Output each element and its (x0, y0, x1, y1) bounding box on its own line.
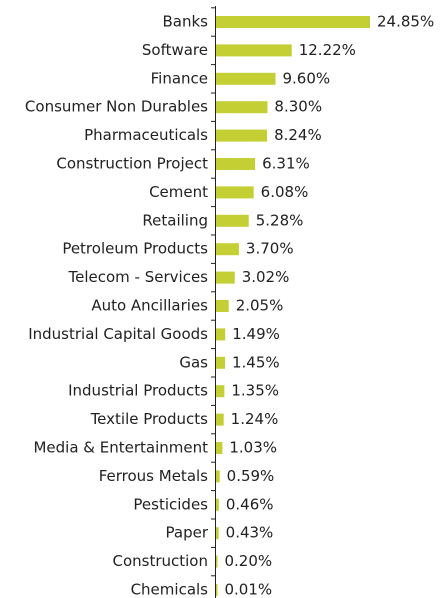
bar (216, 16, 370, 28)
value-label: 1.45% (232, 353, 280, 371)
value-label: 1.24% (231, 410, 279, 428)
bar (216, 101, 268, 114)
category-label: Telecom - Services (68, 268, 209, 286)
bar (216, 300, 229, 312)
category-label: Petroleum Products (62, 240, 208, 258)
value-label: 24.85% (377, 13, 434, 31)
value-label: 8.30% (274, 98, 322, 116)
bar (216, 385, 225, 398)
category-label: Ferrous Metals (99, 467, 208, 485)
value-label: 0.43% (226, 524, 274, 542)
bar (216, 527, 219, 540)
bar (216, 271, 235, 284)
bar (216, 356, 225, 369)
category-label: Textile Products (90, 410, 209, 428)
category-label: Paper (166, 524, 209, 542)
category-label: Construction Project (56, 155, 208, 173)
value-label: 8.24% (274, 126, 322, 144)
bar (216, 44, 292, 57)
bar (216, 413, 224, 426)
category-label: Chemicals (131, 581, 209, 598)
category-label: Pesticides (133, 495, 208, 513)
value-label: 6.31% (262, 155, 310, 173)
bar (216, 72, 276, 85)
category-label: Construction (112, 552, 208, 570)
bar (216, 243, 239, 256)
value-label: 2.05% (236, 297, 284, 315)
value-label: 1.35% (231, 382, 279, 400)
value-label: 3.70% (246, 240, 294, 258)
bar (216, 328, 226, 341)
bar (216, 584, 218, 596)
category-label: Industrial Products (68, 382, 208, 400)
value-label: 0.01% (225, 581, 273, 598)
category-label: Auto Ancillaries (91, 297, 208, 315)
category-label: Industrial Capital Goods (28, 325, 208, 343)
value-label: 1.03% (229, 439, 277, 457)
bar (216, 186, 254, 199)
bar (216, 470, 220, 483)
bar (216, 555, 218, 568)
value-label: 0.46% (226, 495, 274, 513)
value-label: 9.60% (282, 69, 330, 87)
bar (216, 214, 249, 227)
category-label: Gas (179, 353, 208, 371)
category-label: Banks (163, 13, 209, 31)
value-label: 0.20% (225, 552, 273, 570)
value-label: 0.59% (227, 467, 275, 485)
bar (216, 158, 256, 170)
category-label: Software (142, 41, 208, 59)
category-label: Media & Entertainment (33, 439, 208, 457)
value-label: 6.08% (261, 183, 309, 201)
category-label: Finance (151, 69, 208, 87)
bar (216, 442, 223, 454)
value-label: 12.22% (299, 41, 356, 59)
value-label: 3.02% (242, 268, 290, 286)
category-label: Retailing (142, 211, 208, 229)
category-label: Pharmaceuticals (84, 126, 208, 144)
category-label: Consumer Non Durables (25, 98, 208, 116)
value-label: 1.49% (232, 325, 280, 343)
bar (216, 498, 219, 511)
bar (216, 129, 268, 142)
category-label: Cement (149, 183, 208, 201)
value-label: 5.28% (256, 211, 304, 229)
